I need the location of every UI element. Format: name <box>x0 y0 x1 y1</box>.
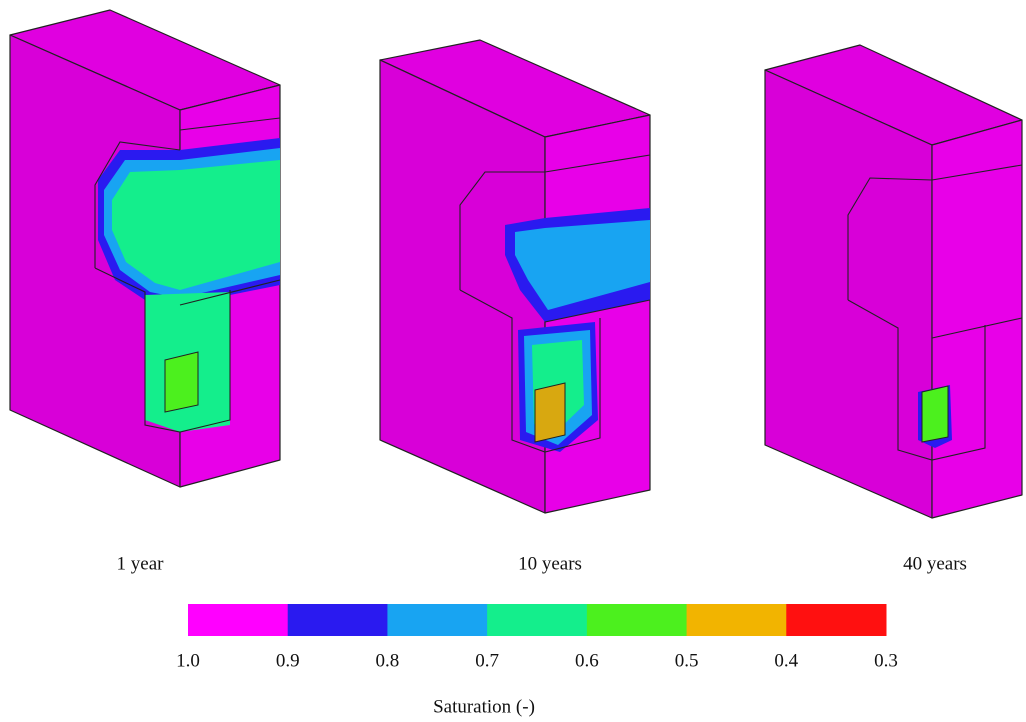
colorbar-tick-label: 0.5 <box>675 650 699 671</box>
colorbar-segment <box>687 604 787 636</box>
colorbar-segment <box>587 604 687 636</box>
colorbar-tick-label: 0.8 <box>376 650 400 671</box>
colorbar-segment <box>487 604 587 636</box>
panel-label: 40 years <box>903 553 967 574</box>
colorbar-tick-label: 1.0 <box>176 650 200 671</box>
colorbar-tick-label: 0.9 <box>276 650 300 671</box>
colorbar-segment <box>188 604 288 636</box>
colorbar-segment <box>786 604 886 636</box>
figure: 1 year 10 years 40 years Saturation (-) … <box>0 0 1026 722</box>
block-40-years <box>765 45 1022 518</box>
block-1-year <box>10 10 280 487</box>
colorbar-segment <box>387 604 487 636</box>
colorbar-segment <box>288 604 388 636</box>
colorbar-tick-label: 0.4 <box>774 650 798 671</box>
colorbar-tick-label: 0.6 <box>575 650 599 671</box>
colorbar-tick-label: 0.3 <box>874 650 898 671</box>
panel-label: 1 year <box>117 553 165 574</box>
colorbar-label: Saturation (-) <box>433 696 535 717</box>
colorbar-tick-label: 0.7 <box>475 650 499 671</box>
block-10-years <box>380 40 650 513</box>
panel-label: 10 years <box>518 553 582 574</box>
